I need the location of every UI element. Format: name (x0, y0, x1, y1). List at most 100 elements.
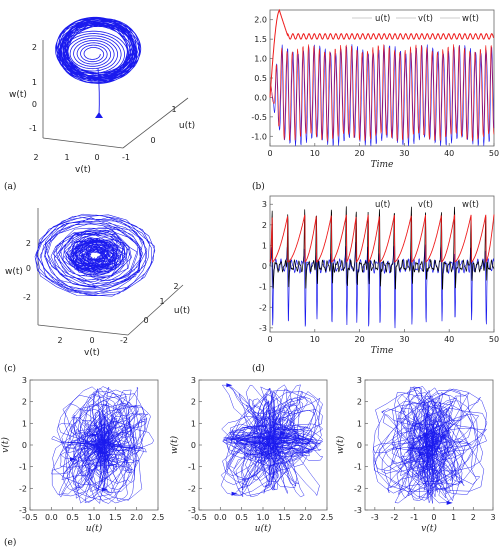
e2-y-tick-label: -2 (188, 484, 196, 493)
d-legend-label: v(t) (418, 200, 433, 210)
e2-x-tick-label: 2.0 (299, 513, 312, 522)
a-z-tick: 0 (32, 100, 37, 109)
d-y-tick-label: 2 (262, 221, 267, 230)
b-legend-label: w(t) (462, 14, 479, 24)
panel-label-d: (d) (252, 363, 265, 374)
e2-x-tick-label: 2.5 (321, 513, 334, 522)
e2-x-tick-label: 0.0 (214, 513, 227, 522)
c-z-label: w(t) (5, 267, 23, 277)
e3-x-tick-label: -2 (391, 513, 399, 522)
c-y-tick: 1 (159, 297, 164, 306)
e3-y-tick-label: -1 (354, 463, 362, 472)
b-x-tick-label: 10 (310, 149, 320, 158)
b-y-tick-label: 2.0 (254, 16, 267, 25)
d-y-tick-label: 0 (262, 262, 267, 271)
e1-x-tick-label: -0.5 (22, 513, 38, 522)
d-frame (269, 195, 495, 333)
e1-y-tick-label: 3 (22, 376, 27, 385)
c-z-tick: -2 (23, 293, 31, 302)
c-attractor-path (34, 213, 156, 297)
e3-x-tick-label: -1 (410, 513, 418, 522)
d-legend-label: w(t) (462, 200, 479, 210)
e2-y-tick-label: 1 (191, 419, 196, 428)
a-x-tick: -1 (122, 153, 130, 162)
c-y-label: u(t) (174, 306, 190, 316)
e3-y-tick-label: 0 (357, 441, 362, 450)
e3-y-tick-label: 3 (357, 376, 362, 385)
b-y-tick-label: -1.0 (251, 132, 267, 141)
e1-x-axis-label: u(t) (86, 523, 103, 534)
e1-x-tick-label: 1.0 (88, 513, 101, 522)
e2-x-tick-label: 1.0 (257, 513, 270, 522)
e2-y-tick-label: -3 (188, 506, 196, 515)
a-z-tick: 2 (32, 43, 37, 52)
a-x-label: v(t) (75, 165, 91, 175)
d-x-axis-label: Time (371, 346, 394, 356)
e1-direction-arrow-icon (69, 457, 76, 462)
e2-y-axis-label: w(t) (169, 435, 180, 454)
a-z-label: w(t) (9, 90, 27, 100)
e2-y-tick-label: 0 (191, 441, 196, 450)
e1-y-axis-label: v(t) (0, 437, 11, 453)
b-y-tick-label: 0.5 (254, 74, 267, 83)
d-y-tick-label: -3 (259, 324, 267, 333)
panel-label-b: (b) (252, 181, 265, 192)
e2-direction-arrow-icon (266, 437, 273, 442)
b-x-tick-label: 20 (355, 149, 365, 158)
e1-direction-arrow-icon (91, 433, 98, 438)
e3-x-tick-label: 3 (490, 513, 495, 522)
e3-direction-arrow-icon (428, 443, 435, 448)
e1-x-tick-label: 1.5 (109, 513, 122, 522)
e2-x-tick-label: -0.5 (191, 513, 207, 522)
d-legend-label: u(t) (375, 200, 390, 210)
b-x-tick-label: 40 (444, 149, 454, 158)
e3-trajectory (372, 386, 488, 504)
e1-y-tick-label: 0 (22, 441, 27, 450)
a-y-axis (122, 97, 189, 149)
b-y-tick-label: 1.0 (254, 55, 267, 64)
a-x-tick: 0 (94, 153, 99, 162)
b-series-u-line (269, 8, 495, 98)
a-start-arrow-icon (95, 112, 103, 118)
a-initial-trajectory (97, 67, 100, 117)
e2-x-axis-label: u(t) (255, 523, 272, 534)
c-y-tick: 2 (173, 282, 178, 291)
b-series-w-line (270, 44, 495, 147)
e2-x-tick-label: 1.5 (278, 513, 291, 522)
e2-trajectory (220, 384, 324, 498)
e3-x-tick-label: -3 (371, 513, 379, 522)
e1-y-tick-label: -1 (19, 463, 27, 472)
e3-x-tick-label: 1 (451, 513, 456, 522)
e1-y-tick-label: 1 (22, 419, 27, 428)
e3-y-tick-label: 1 (357, 419, 362, 428)
a-y-tick: 0 (150, 136, 155, 145)
e3-y-tick-label: 2 (357, 398, 362, 407)
d-y-tick-label: 3 (262, 200, 267, 209)
a-x-axis (42, 137, 124, 149)
a-z-tick: 1 (32, 78, 37, 87)
panel-label-a: (a) (4, 181, 16, 192)
b-y-tick-label: 1.5 (254, 35, 267, 44)
b-x-tick-label: 50 (489, 149, 499, 158)
e3-x-tick-label: 0 (431, 513, 436, 522)
d-x-tick-label: 40 (444, 335, 454, 344)
c-x-axis (37, 324, 129, 336)
d-series-u-line (269, 214, 495, 264)
panel-d-time-series: 0 10 20 30 40 50 -3 -2 -1 0 1 2 3 Time u(t) v(t) w(t) (259, 195, 499, 356)
d-series-w-line (269, 241, 495, 329)
e3-direction-arrow-icon (418, 452, 425, 457)
e3-x-axis-label: v(t) (421, 523, 437, 534)
e2-direction-arrow-icon (231, 491, 238, 496)
e1-x-tick-label: 2.0 (130, 513, 143, 522)
panel-label-e: (e) (4, 537, 16, 548)
d-series-v-line (269, 206, 495, 290)
b-legend-label: u(t) (375, 14, 390, 24)
a-y-label: u(t) (179, 121, 195, 131)
b-legend-label: v(t) (418, 14, 433, 24)
e1-x-tick-label: 2.5 (152, 513, 165, 522)
a-limit-cycle-band (55, 16, 142, 84)
panel-b-time-series: 0 10 20 30 40 50 -1.0 -0.5 0.0 0.5 1.0 1.5 2.0 Time u(… (251, 8, 499, 170)
e1-x-tick-label: 0.5 (66, 513, 79, 522)
a-y-tick: 1 (171, 105, 176, 114)
